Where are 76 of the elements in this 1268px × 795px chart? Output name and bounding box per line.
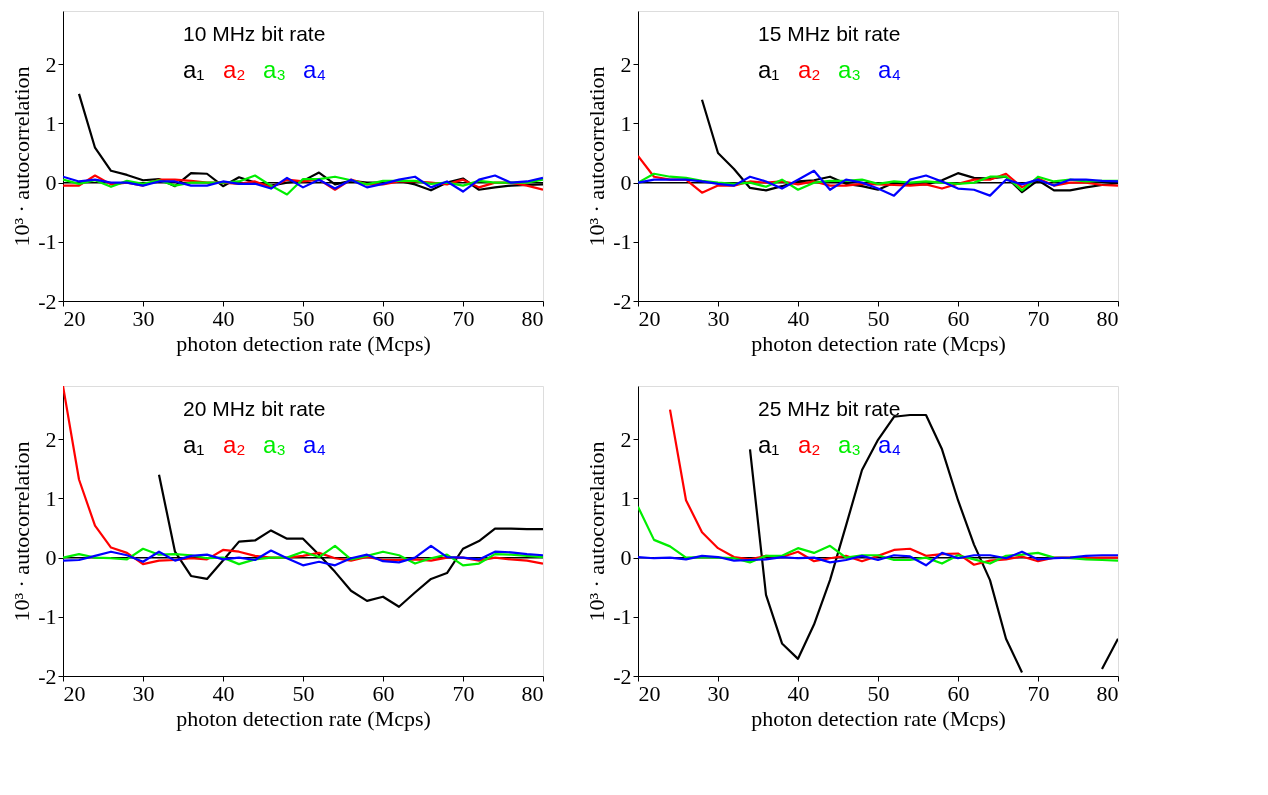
- y-tick-label: -1: [613, 604, 632, 630]
- y-tick-label: -2: [613, 663, 632, 689]
- x-tick-label: 80: [521, 680, 544, 706]
- x-tick-label: 80: [521, 305, 544, 331]
- text: 25 MHz bit rate: [758, 397, 901, 420]
- x-tick-label: 40: [212, 305, 235, 331]
- x-tick-label: 20: [638, 305, 661, 331]
- x-tick-label: 30: [707, 305, 730, 331]
- y-tick-label: -2: [38, 288, 57, 314]
- text: a₃: [838, 431, 862, 458]
- y-tick-label: 0: [45, 170, 57, 196]
- y-tick-label: 1: [45, 485, 57, 511]
- text: a₄: [303, 431, 327, 458]
- text: a₃: [838, 56, 862, 83]
- x-tick-label: 80: [1096, 305, 1119, 331]
- x-tick-label: 70: [452, 680, 475, 706]
- y-axis-title: 10³ · autocorrelation: [584, 441, 610, 622]
- x-tick-label: 30: [132, 680, 155, 706]
- x-tick-label: 70: [1027, 305, 1050, 331]
- x-tick-label: 40: [787, 680, 810, 706]
- text: a₂: [223, 56, 246, 83]
- text: 10 MHz bit rate: [183, 22, 326, 45]
- y-tick-label: 1: [620, 485, 632, 511]
- text: a₂: [223, 431, 246, 458]
- x-tick-label: 70: [1027, 680, 1050, 706]
- y-tick-label: 1: [45, 110, 57, 136]
- series-label: a₁: [183, 431, 205, 458]
- y-tick-label: 2: [620, 426, 632, 452]
- x-axis-title: photon detection rate (Mcps): [176, 330, 431, 356]
- x-tick-label: 40: [212, 680, 235, 706]
- text: a₁: [758, 56, 780, 83]
- x-tick-label: 30: [707, 680, 730, 706]
- y-tick-label: -2: [613, 288, 632, 314]
- x-tick-label: 40: [787, 305, 810, 331]
- x-tick-label: 20: [63, 305, 86, 331]
- x-tick-label: 60: [372, 680, 395, 706]
- x-axis-title: photon detection rate (Mcps): [751, 705, 1006, 731]
- text: 20 MHz bit rate: [183, 397, 326, 420]
- x-tick-label: 20: [638, 680, 661, 706]
- x-axis-title: photon detection rate (Mcps): [176, 705, 431, 731]
- y-tick-label: 1: [620, 110, 632, 136]
- text: a₄: [303, 56, 327, 83]
- y-tick-label: 0: [620, 545, 632, 571]
- x-tick-label: 50: [867, 305, 890, 331]
- x-tick-label: 60: [947, 305, 970, 331]
- x-tick-label: 50: [292, 305, 315, 331]
- y-axis-title: 10³ · autocorrelation: [584, 66, 610, 247]
- y-tick-label: -1: [38, 604, 57, 630]
- text: a₁: [183, 56, 205, 83]
- text: a₂: [798, 56, 821, 83]
- text: a₂: [798, 431, 821, 458]
- text: 15 MHz bit rate: [758, 22, 901, 45]
- y-axis-title: 10³ · autocorrelation: [9, 441, 35, 622]
- x-tick-label: 60: [372, 305, 395, 331]
- y-tick-label: -1: [613, 229, 632, 255]
- y-tick-label: 0: [45, 545, 57, 571]
- y-tick-label: 2: [620, 51, 632, 77]
- y-tick-label: -1: [38, 229, 57, 255]
- x-tick-label: 50: [292, 680, 315, 706]
- text: a₄: [878, 56, 902, 83]
- series-label: a₁: [758, 431, 780, 458]
- y-axis-title: 10³ · autocorrelation: [9, 66, 35, 247]
- x-tick-label: 70: [452, 305, 475, 331]
- text: a₃: [263, 56, 287, 83]
- x-axis-title: photon detection rate (Mcps): [751, 330, 1006, 356]
- y-tick-label: 2: [45, 51, 57, 77]
- x-tick-label: 20: [63, 680, 86, 706]
- x-tick-label: 80: [1096, 680, 1119, 706]
- text: a₃: [263, 431, 287, 458]
- text: a₄: [878, 431, 902, 458]
- y-tick-label: 2: [45, 426, 57, 452]
- y-tick-label: 0: [620, 170, 632, 196]
- x-tick-label: 60: [947, 680, 970, 706]
- y-tick-label: -2: [38, 663, 57, 689]
- x-tick-label: 50: [867, 680, 890, 706]
- x-tick-label: 30: [132, 305, 155, 331]
